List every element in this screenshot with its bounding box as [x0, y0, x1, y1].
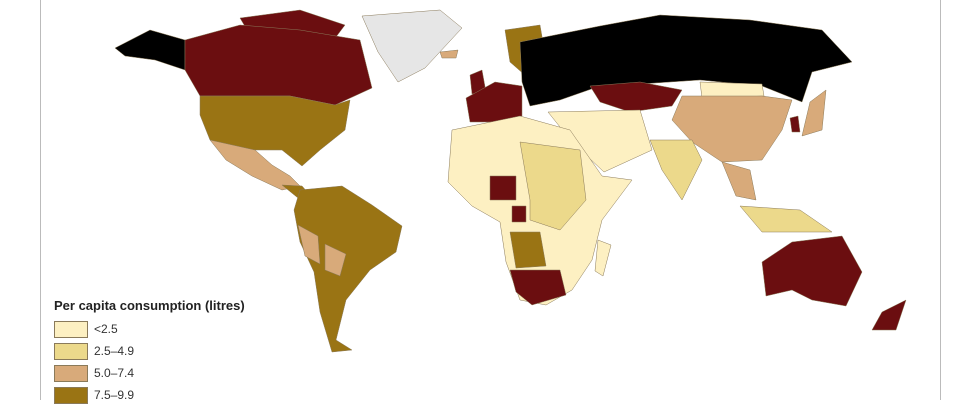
legend-title: Per capita consumption (litres) — [54, 298, 245, 313]
right-border — [940, 0, 941, 400]
region-russia — [519, 14, 853, 107]
region-peru — [297, 224, 321, 265]
region-south-america — [293, 185, 403, 353]
legend-label: 7.5–9.9 — [94, 388, 135, 402]
legend-swatch — [54, 320, 88, 338]
region-indonesia — [739, 205, 833, 233]
legend-item: 2.5–4.9 — [54, 340, 245, 362]
left-border — [40, 0, 41, 400]
legend-label: 2.5–4.9 — [94, 344, 135, 358]
region-nigeria — [489, 175, 517, 201]
region-se-asia — [721, 161, 757, 201]
legend-item: 5.0–7.4 — [54, 362, 245, 384]
region-australia — [761, 235, 863, 307]
legend-swatch — [54, 364, 88, 382]
legend-item: <2.5 — [54, 318, 245, 340]
region-greenland — [361, 9, 463, 83]
legend-swatch — [54, 342, 88, 360]
region-japan — [801, 89, 827, 137]
region-alaska — [114, 29, 186, 71]
region-madagascar — [594, 239, 612, 277]
region-kazakhstan — [589, 81, 683, 113]
legend-item: 7.5–9.9 — [54, 384, 245, 406]
legend-label: <2.5 — [94, 322, 118, 336]
region-bolivia — [324, 243, 347, 277]
legend-swatch — [54, 386, 88, 404]
region-canada — [184, 24, 373, 106]
region-china — [671, 95, 793, 163]
region-central-africa — [511, 205, 527, 223]
region-mongolia — [699, 81, 765, 99]
region-southern-africa — [509, 269, 567, 306]
region-sahel — [519, 141, 587, 231]
map-legend: Per capita consumption (litres) <2.5 2.5… — [54, 298, 245, 406]
region-iceland — [439, 49, 459, 59]
region-korea — [789, 115, 801, 133]
region-new-zealand — [871, 299, 907, 331]
region-western-europe — [465, 81, 523, 123]
region-india — [649, 139, 703, 201]
region-angola — [509, 231, 547, 269]
legend-label: 5.0–7.4 — [94, 366, 135, 380]
